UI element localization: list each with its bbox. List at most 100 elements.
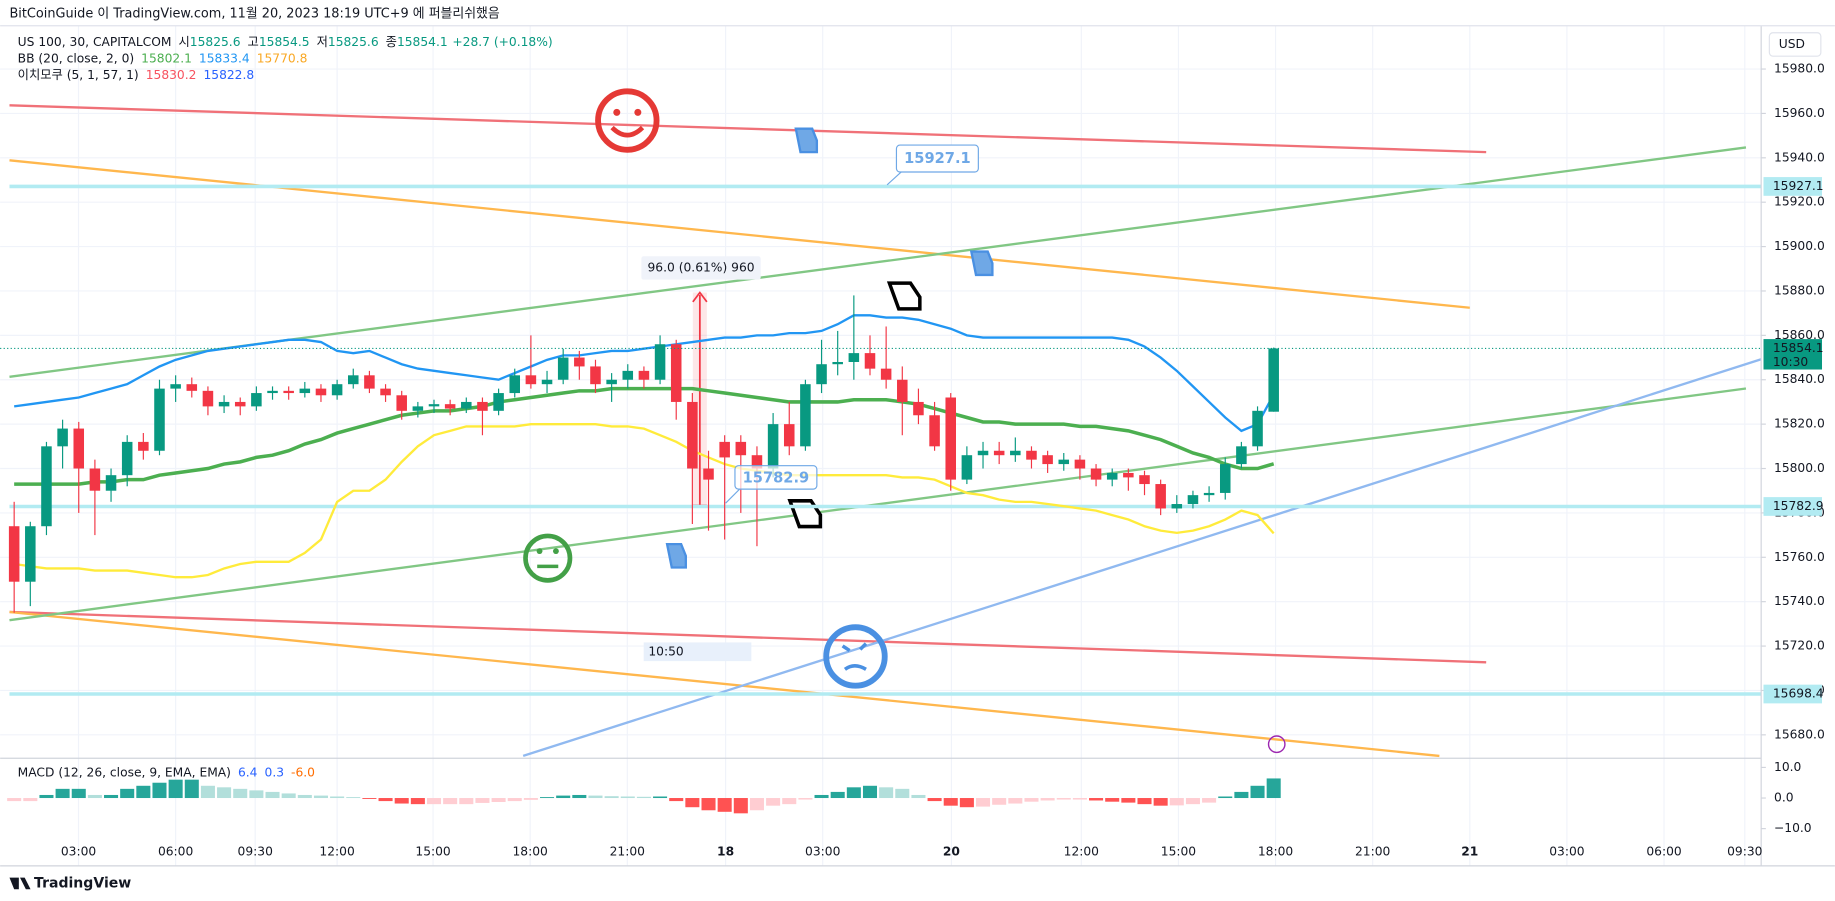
- callout-pointer: [886, 171, 902, 186]
- macd-bar: [959, 798, 974, 808]
- candle-body: [1268, 348, 1279, 412]
- candle-body: [170, 384, 181, 389]
- macd-bar: [879, 787, 894, 799]
- macd-bar: [330, 796, 345, 799]
- x-tick-label: 20: [943, 844, 960, 858]
- y-tick-label: 15860.0: [1774, 328, 1825, 342]
- candle-body: [461, 401, 472, 409]
- candle-body: [380, 388, 391, 396]
- macd-bar: [491, 798, 506, 803]
- macd-bar: [717, 798, 732, 812]
- candle-body: [1139, 475, 1150, 485]
- event-icon: [1267, 735, 1286, 754]
- macd-bar: [362, 798, 377, 799]
- y-tick-label: 15720.0: [1774, 639, 1825, 653]
- emoji-mouth: [610, 125, 645, 138]
- y-tick-label: 15940.0: [1774, 150, 1825, 164]
- callout-text: 15927.1: [904, 150, 971, 167]
- candle-body: [913, 401, 924, 416]
- macd-bar: [620, 796, 635, 799]
- candle-body: [154, 388, 165, 451]
- macd-bar: [669, 798, 684, 802]
- emoji-eye: [634, 108, 642, 116]
- legend-ichimoku: 이치모쿠 (5, 1, 57, 1) 15830.2 15822.8: [18, 67, 255, 81]
- macd-bar: [862, 785, 878, 799]
- candle-body: [1252, 410, 1263, 447]
- macd-bar: [1105, 798, 1120, 802]
- candle-body: [1058, 459, 1070, 465]
- macd-bar: [749, 798, 764, 811]
- macd-bar: [475, 798, 490, 803]
- change-value: +28.7 (+0.18%): [452, 35, 552, 49]
- candle-body: [138, 441, 149, 451]
- currency[interactable]: USD: [1779, 37, 1805, 51]
- level-label-bg: [1763, 497, 1823, 516]
- macd-bar: [701, 798, 716, 811]
- candle-body: [412, 406, 424, 411]
- candle-body: [1219, 464, 1231, 493]
- candle-body: [590, 366, 601, 385]
- callout-box: [734, 465, 818, 490]
- macd-bar: [233, 788, 248, 799]
- macd-bar: [636, 796, 651, 799]
- candle-body: [864, 353, 876, 369]
- callout-pointer: [725, 488, 741, 504]
- macd-bar: [7, 798, 22, 802]
- axes: 15680.015700.015720.015740.015760.015780…: [61, 62, 1825, 859]
- level-label: 15782.9: [1773, 499, 1824, 513]
- y-tick-label: 15920.0: [1774, 195, 1825, 209]
- y-tick-label: 15760.0: [1774, 550, 1825, 564]
- macd-bar: [184, 779, 199, 799]
- macd-bar: [23, 798, 38, 802]
- candle-body: [1123, 472, 1134, 478]
- candle-body: [1203, 492, 1215, 496]
- candle-body: [1010, 450, 1021, 456]
- trend-line: [9, 104, 1487, 154]
- candle-body: [1042, 455, 1053, 465]
- candle-body: [525, 375, 537, 385]
- ohlc-label: 시: [179, 35, 190, 49]
- macd-bar: [55, 788, 70, 799]
- macd-bar: [1056, 798, 1071, 800]
- candle-body: [1187, 495, 1199, 505]
- macd-bar: [540, 797, 555, 799]
- macd-bar: [1008, 798, 1023, 804]
- level-label-bg: [1763, 177, 1823, 196]
- macd-bar: [1072, 798, 1087, 800]
- macd-bar: [1185, 798, 1200, 805]
- macd-bar: [313, 795, 328, 799]
- legend-bb: BB (20, close, 2, 0) 15802.1 15833.4 15770.…: [18, 51, 308, 65]
- x-tick-label: 21:00: [1355, 844, 1390, 858]
- high-value: 15854.5: [259, 35, 310, 49]
- candle-body: [73, 428, 85, 469]
- macd-bar: [604, 796, 619, 799]
- macd-bar: [798, 798, 813, 800]
- macd-bar: [249, 790, 264, 799]
- x-tick-label: 15:00: [415, 844, 450, 858]
- candle-body: [347, 375, 359, 385]
- candle-body: [89, 468, 101, 491]
- macd-bar: [120, 788, 135, 799]
- candle-body: [719, 441, 730, 458]
- candle-body: [299, 388, 311, 394]
- candle-body: [832, 361, 843, 365]
- x-tick-label: 21:00: [610, 844, 645, 858]
- macd-bar: [588, 795, 603, 799]
- currency-box[interactable]: [1768, 32, 1822, 57]
- candle-body: [606, 379, 617, 385]
- candle-body: [428, 404, 440, 407]
- price-label-bg: [1763, 339, 1823, 370]
- y-tick-label: 15960.0: [1774, 106, 1825, 120]
- emoji-eye: [536, 548, 543, 555]
- macd-hist-value: 6.4: [238, 765, 258, 779]
- macd-bar: [927, 798, 942, 802]
- x-tick-label: 03:00: [1549, 844, 1584, 858]
- emoji-happy: [595, 88, 660, 153]
- x-tick-label: 15:00: [1161, 844, 1196, 858]
- trend-line: [9, 610, 1487, 664]
- trend-line: [9, 610, 1440, 758]
- hand-icon: [886, 281, 922, 311]
- candle-body: [121, 441, 133, 476]
- header: BitCoinGuide 이 TradingView.com, 11월 20, …: [9, 6, 499, 22]
